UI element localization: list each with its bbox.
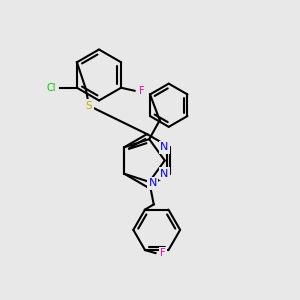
Text: N: N [149, 178, 157, 188]
Text: F: F [139, 86, 145, 96]
Text: Cl: Cl [47, 83, 56, 93]
Text: F: F [160, 248, 166, 258]
Text: S: S [85, 101, 92, 111]
Text: N: N [160, 142, 169, 152]
Text: N: N [160, 169, 169, 179]
